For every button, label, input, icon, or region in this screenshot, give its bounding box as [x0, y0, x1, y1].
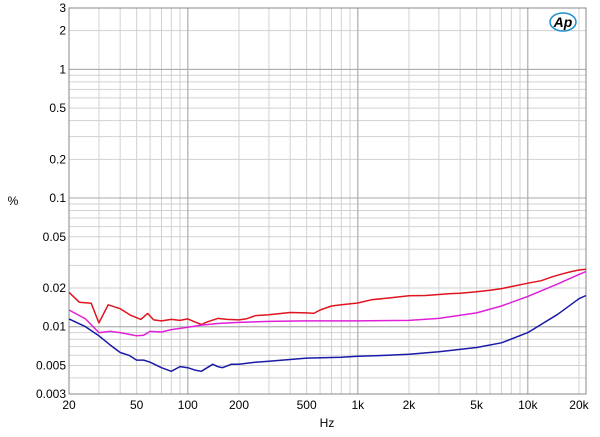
series-line-2 — [68, 270, 587, 337]
x-tick-label: 10k — [518, 398, 538, 412]
minor-grid — [68, 7, 586, 395]
x-tick-label: 5k — [470, 398, 484, 412]
major-grid — [69, 8, 586, 394]
y-tick-label: 2 — [59, 24, 66, 38]
x-tick-label: 100 — [178, 398, 198, 412]
plot-frame — [68, 7, 587, 395]
y-tick-label: 0.05 — [43, 230, 67, 244]
ap-logo-text: Ap — [553, 14, 573, 30]
x-tick-label: 1k — [351, 398, 365, 412]
x-tick-label: 200 — [229, 398, 249, 412]
x-axis-label: Hz — [320, 416, 335, 430]
series-layer — [68, 268, 587, 373]
ap-logo: Ap — [549, 12, 577, 32]
y-tick-label: 1 — [59, 62, 66, 76]
ap-logo-ring-icon — [549, 12, 577, 32]
series-line-3 — [68, 294, 587, 373]
y-tick-label: 0.003 — [36, 387, 66, 401]
x-tick-label: 20 — [62, 398, 76, 412]
y-tick-label: 0.2 — [49, 152, 66, 166]
x-tick-label: 500 — [297, 398, 317, 412]
x-tick-labels: 20 50 100 200 500 1k 2k 5k 10k 20k — [62, 398, 589, 412]
y-tick-label: 0.005 — [36, 358, 66, 372]
y-tick-label: 0.5 — [49, 101, 66, 115]
y-tick-label: 0.02 — [43, 281, 67, 295]
series-line-1 — [68, 268, 587, 326]
y-tick-label: 0.01 — [43, 320, 67, 334]
x-tick-label: 2k — [403, 398, 417, 412]
y-tick-label: 3 — [59, 1, 66, 15]
y-tick-label: 0.1 — [49, 191, 66, 205]
x-tick-label: 20k — [569, 398, 589, 412]
y-tick-labels: 3 2 1 0.5 0.2 0.1 0.05 0.02 0.01 0.005 0.003 — [36, 1, 66, 401]
y-axis-label: % — [8, 194, 19, 208]
x-tick-label: 50 — [130, 398, 144, 412]
